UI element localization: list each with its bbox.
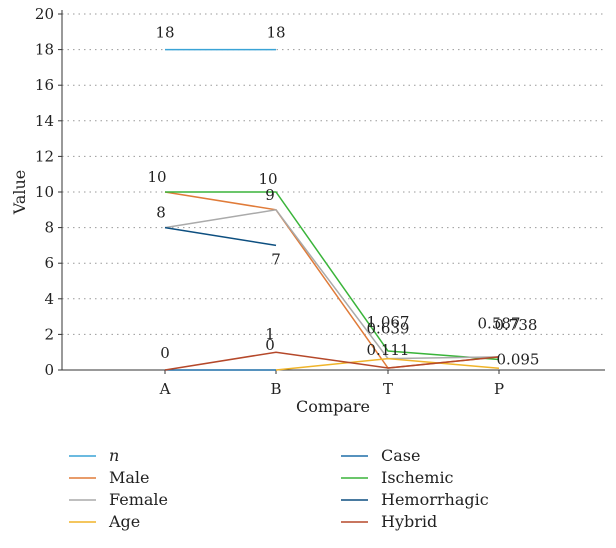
series-line-male	[164, 191, 500, 369]
axes	[58, 10, 605, 374]
data-label: 10	[258, 170, 277, 188]
data-label: 0	[160, 344, 170, 362]
series-lines	[164, 48, 500, 371]
data-label: 0.738	[495, 316, 538, 334]
grid-lines	[62, 13, 605, 335]
legend-label-female: Female	[109, 490, 168, 509]
y-tick-label: 10	[35, 183, 54, 201]
legend-label-age: Age	[108, 512, 140, 531]
data-label: 18	[266, 24, 285, 42]
legend-label-hemorrhagic: Hemorrhagic	[381, 490, 489, 509]
legend-label-male: Male	[109, 468, 150, 487]
y-tick-label: 8	[44, 219, 54, 237]
data-label: 8	[156, 204, 166, 222]
data-label: 0.639	[367, 320, 410, 338]
legend-label-n: n	[109, 446, 119, 465]
series-line-ischemic	[165, 191, 500, 361]
x-tick-label: T	[383, 380, 393, 398]
data-label: 7	[271, 250, 281, 268]
legend-label-hybrid: Hybrid	[381, 512, 437, 531]
data-label: 0	[265, 336, 275, 354]
data-label: 18	[155, 24, 174, 42]
x-tick-label: P	[494, 380, 504, 398]
y-tick-label: 14	[35, 112, 54, 130]
legend-label-ischemic: Ischemic	[381, 468, 454, 487]
series-line-hybrid	[164, 351, 500, 371]
data-label: 0.095	[497, 350, 540, 368]
y-tick-label: 4	[44, 290, 54, 308]
series-line-hemorrhagic	[164, 226, 277, 247]
data-label: 10	[147, 168, 166, 186]
data-label: 0.587	[478, 315, 521, 333]
legend-label-case: Case	[381, 446, 420, 465]
y-tick-label: 18	[35, 41, 54, 59]
y-tick-label: 16	[35, 76, 54, 94]
y-tick-label: 20	[35, 5, 54, 23]
x-tick-label: B	[270, 380, 281, 398]
data-label: 1.067	[367, 313, 410, 331]
y-tick-label: 2	[44, 325, 54, 343]
legend: n Male Female Age Case Ischemic Hemorrhagic Hyb…	[69, 446, 489, 531]
series-line-age	[275, 357, 500, 371]
data-label: 9	[265, 186, 275, 204]
x-tick-label: A	[159, 380, 171, 398]
y-tick-labels: 0 2 4 6 8 10 12 14 16 18 20	[35, 5, 54, 379]
series-line-female	[164, 208, 500, 360]
y-axis-title: Value	[10, 170, 29, 216]
y-tick-label: 0	[44, 361, 54, 379]
data-label: 1	[265, 325, 275, 343]
y-tick-label: 6	[44, 254, 54, 272]
x-axis-title: Compare	[296, 397, 370, 416]
data-label: 0.111	[367, 341, 410, 359]
y-tick-label: 12	[35, 147, 54, 165]
